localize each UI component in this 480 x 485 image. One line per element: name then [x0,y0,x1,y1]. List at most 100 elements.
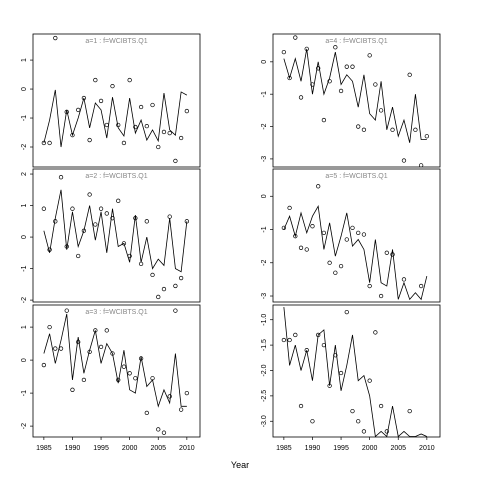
x-tick-label: 2010 [179,445,195,452]
y-tick-label: -2.5 [261,390,268,402]
data-point [407,408,412,414]
x-tick-label: 2000 [362,445,378,452]
plot-area [41,308,189,435]
data-point [390,252,395,257]
panel: a=1 : f=WCIBTS.Q1 1 0 -1 -2 [21,33,201,168]
plot-area [41,175,189,300]
data-point [127,77,132,83]
x-tick-label: 1995 [93,445,109,452]
data-point [321,230,327,235]
data-point [93,222,98,227]
data-point [321,342,327,348]
y-tick-label: -1 [21,265,28,271]
x-tick-label: 2005 [390,445,406,452]
data-point [327,383,332,388]
y-tick-label: 0 [261,194,268,198]
data-point [161,286,167,292]
data-point [116,198,121,203]
y-tick-label: 0 [21,358,28,362]
data-point [184,390,189,396]
data-point [104,328,109,333]
data-point [98,344,104,350]
y-tick-label: -1 [21,115,28,121]
data-point [293,234,298,239]
data-point [150,102,155,108]
y-tick-label: -2 [261,260,268,266]
x-tick-label: 1990 [305,445,321,452]
data-point [93,77,98,83]
data-point [344,64,349,69]
data-point [167,214,172,219]
data-point [64,244,69,249]
x-tick-label: 1985 [36,445,52,452]
y-tick-label: -3.0 [261,415,268,427]
data-point [333,45,338,50]
series-line [43,89,188,148]
data-point [41,362,47,368]
plot-area [281,184,428,301]
data-point [344,237,349,242]
data-point [156,144,161,150]
data-point [121,364,127,369]
series-line [283,48,427,143]
series-line [283,205,428,301]
y-tick-label: -2 [21,297,28,303]
data-point [133,216,138,221]
data-point [356,124,361,129]
y-tick-label: 1 [21,58,28,62]
data-point [310,82,315,87]
data-point [184,219,189,224]
data-point [327,260,332,265]
data-point [144,123,149,129]
panel-frame [32,304,201,438]
data-point [378,403,384,409]
data-point [316,184,321,189]
data-point [173,158,178,164]
data-point [310,224,315,229]
data-point [378,108,384,113]
data-point [407,72,412,77]
data-point [121,241,127,246]
data-point [316,332,321,338]
data-point [70,206,75,211]
y-tick-label: -1.5 [261,339,268,351]
data-point [418,163,424,167]
data-point [110,351,115,356]
data-point [356,230,361,235]
data-point [116,122,121,128]
strip-label: a=1 : f=WCIBTS.Q1 [85,38,147,45]
x-tick-label: 2005 [150,445,166,452]
data-point [133,124,138,130]
data-point [167,130,172,136]
data-point [281,337,287,343]
data-point [156,427,161,432]
data-point [304,46,309,52]
data-point [281,225,287,231]
data-point [93,328,98,333]
data-point [327,79,332,84]
panel: a=4 : f=WCIBTS.Q1 0 -1 -2 -3 [261,33,441,168]
data-point [87,192,92,197]
data-point [87,137,92,143]
data-point [367,53,372,58]
data-point [384,250,389,255]
x-tick-label: 2000 [122,445,138,452]
data-point [81,95,87,101]
data-point [338,370,344,376]
data-point [150,272,155,278]
data-point [98,206,104,211]
y-tick-label: -2.0 [261,364,268,376]
data-point [356,419,361,424]
x-tick-label: 1995 [333,445,349,452]
data-point [287,337,292,343]
data-point [401,277,407,282]
data-point [361,232,367,237]
data-point [127,371,132,376]
plot-area [281,306,428,437]
data-point [338,88,344,94]
data-point [373,82,378,87]
y-tick-label: 2 [21,172,28,176]
data-point [70,387,75,392]
data-point [144,219,149,224]
